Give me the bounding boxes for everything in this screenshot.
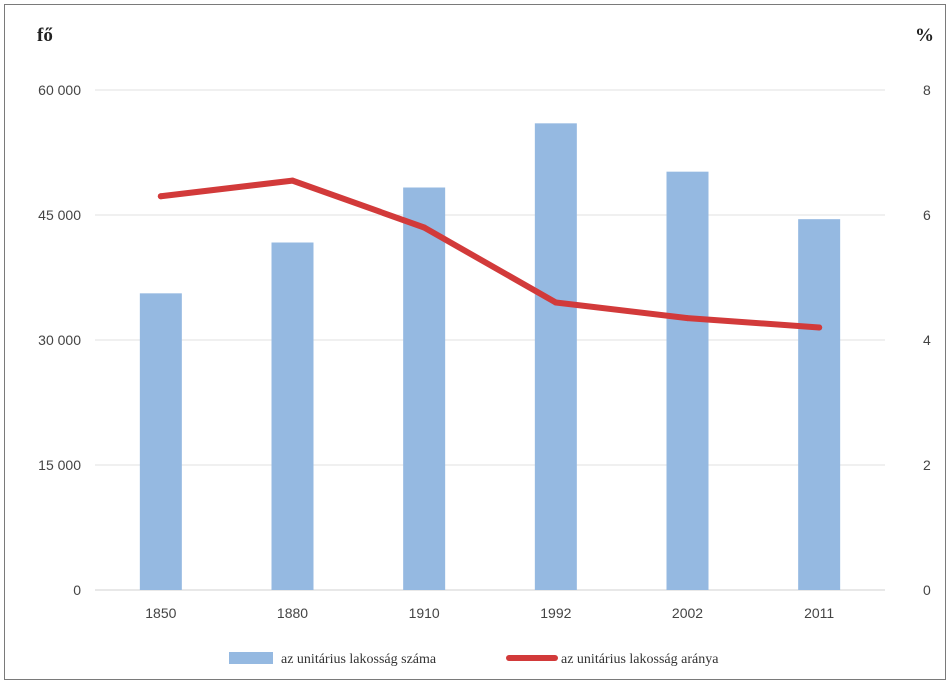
x-tick-label: 2002 bbox=[672, 605, 703, 621]
chart-svg: fő % 0 15 000 30 000 45 000 60 000 0 2 4 6 8 185… bbox=[37, 25, 934, 667]
x-tick-label: 1910 bbox=[409, 605, 440, 621]
chart-frame: fő % 0 15 000 30 000 45 000 60 000 0 2 4 6 8 185… bbox=[4, 4, 946, 680]
x-axis: 1850 1880 1910 1992 2002 2011 bbox=[145, 605, 834, 621]
x-tick-label: 1850 bbox=[145, 605, 176, 621]
bar bbox=[403, 187, 446, 590]
bar bbox=[139, 293, 182, 590]
left-tick-label: 45 000 bbox=[38, 207, 81, 223]
gridlines bbox=[95, 89, 885, 591]
bar-series bbox=[139, 123, 841, 590]
right-axis: 0 2 4 6 8 bbox=[923, 82, 931, 598]
legend-bar-swatch bbox=[229, 652, 273, 664]
left-tick-label: 0 bbox=[73, 582, 81, 598]
right-axis-unit: % bbox=[915, 25, 934, 46]
legend-bar-label: az unitárius lakosság száma bbox=[281, 652, 437, 667]
series-line bbox=[157, 177, 823, 331]
right-tick-label: 0 bbox=[923, 582, 931, 598]
line-point bbox=[684, 315, 691, 322]
left-tick-label: 30 000 bbox=[38, 332, 81, 348]
line-point bbox=[816, 324, 823, 331]
line-series bbox=[157, 177, 823, 331]
bar bbox=[666, 171, 709, 590]
right-tick-label: 6 bbox=[923, 207, 931, 223]
bar bbox=[798, 219, 841, 590]
bar bbox=[534, 123, 577, 590]
left-tick-label: 15 000 bbox=[38, 457, 81, 473]
bar bbox=[271, 242, 314, 590]
left-axis-unit: fő bbox=[37, 25, 53, 46]
right-tick-label: 8 bbox=[923, 82, 931, 98]
x-tick-label: 1992 bbox=[540, 605, 571, 621]
right-tick-label: 4 bbox=[923, 332, 931, 348]
line-point bbox=[289, 177, 296, 184]
line-point bbox=[421, 224, 428, 231]
left-tick-label: 60 000 bbox=[38, 82, 81, 98]
line-point bbox=[552, 299, 559, 306]
legend: az unitárius lakosság száma az unitárius… bbox=[229, 652, 719, 667]
x-tick-label: 2011 bbox=[804, 605, 834, 621]
right-tick-label: 2 bbox=[923, 457, 931, 473]
left-axis: 0 15 000 30 000 45 000 60 000 bbox=[38, 82, 81, 598]
x-tick-label: 1880 bbox=[277, 605, 308, 621]
line-point bbox=[157, 193, 164, 200]
legend-line-label: az unitárius lakosság aránya bbox=[561, 652, 719, 667]
